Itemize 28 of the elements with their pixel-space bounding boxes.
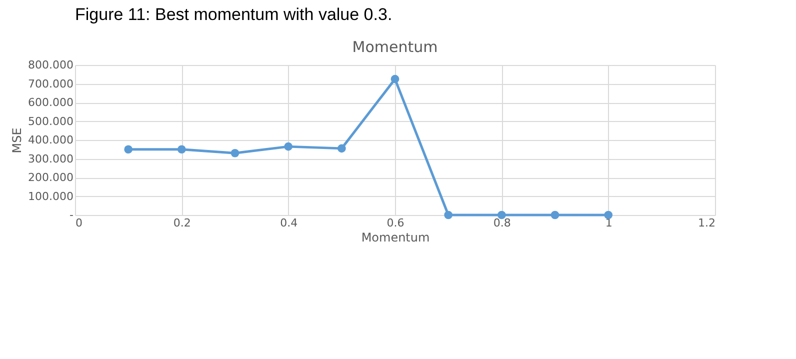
y-axis-title: MSE: [10, 128, 24, 154]
y-tick-label: 100.000: [28, 190, 74, 203]
y-tick-label: 400.000: [28, 134, 74, 146]
x-tick-label: 0: [76, 216, 82, 230]
x-tick-label: 0.8: [493, 216, 511, 230]
point: [284, 142, 293, 151]
point: [550, 210, 560, 220]
y-tick-label: 300.000: [28, 152, 74, 166]
point: [337, 144, 346, 153]
x-axis-title: Momentum: [361, 230, 430, 244]
y-tick-label: 200.000: [28, 171, 74, 184]
chart-title: Momentum: [352, 38, 438, 56]
x-tick-label: 0.6: [386, 216, 404, 230]
x-tick-label: 0.4: [280, 216, 298, 230]
y-tick-label: 800.000: [28, 58, 74, 72]
y-tick-label: 700.000: [28, 77, 74, 90]
point: [230, 148, 240, 158]
y-tick-label: 600.000: [28, 96, 74, 109]
point: [604, 210, 613, 220]
point: [177, 145, 186, 154]
x-tick-label: 1.2: [698, 216, 716, 230]
point: [390, 74, 400, 84]
caption: Figure 11: Best momentum with value 0.3.: [75, 5, 392, 24]
x-tick-label: 0.2: [173, 216, 191, 230]
point: [444, 210, 453, 220]
y-tick-label: 500.000: [28, 114, 74, 128]
y-tick-label: -: [70, 208, 74, 222]
point: [124, 145, 133, 154]
